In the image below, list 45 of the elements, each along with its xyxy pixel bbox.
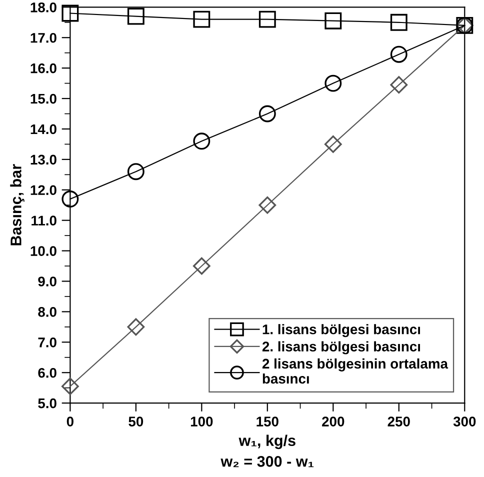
y-tick-label: 13.0 — [30, 154, 56, 165]
x-tick-label: 150 — [256, 416, 278, 426]
point — [192, 257, 210, 275]
point — [62, 4, 79, 22]
point — [193, 132, 210, 150]
x-tick-label: 0 — [66, 416, 74, 426]
y-tick-label: 10.0 — [30, 246, 56, 256]
x-tick-label: 250 — [388, 416, 410, 426]
point — [62, 190, 79, 208]
x-tick-label: 100 — [190, 416, 213, 426]
point — [390, 76, 408, 94]
point — [193, 10, 210, 28]
legend-label: 1. lisans bölgesi basıncı — [262, 324, 420, 338]
y-tick-label: 7.0 — [38, 337, 56, 348]
y-tick-label: 8.0 — [38, 307, 56, 317]
y-tick-label: 15.0 — [30, 94, 56, 104]
y-tick-label: 6.0 — [38, 368, 56, 378]
y-tick-label: 18.0 — [30, 2, 56, 12]
point — [127, 318, 145, 336]
x-axis-title: w₁, kg/s — [238, 434, 296, 450]
y-tick-label: 14.0 — [30, 124, 56, 134]
legend-label: 2 lisans bölgesinin ortalama basıncı — [262, 358, 448, 384]
y-axis-title: Basınç, bar — [10, 164, 24, 246]
point — [258, 10, 276, 28]
point — [390, 14, 408, 31]
point — [390, 46, 408, 63]
y-tick-label: 16.0 — [30, 63, 56, 74]
point — [127, 163, 144, 180]
y-tick-label: 17.0 — [30, 32, 56, 43]
legend-label: 2. lisans bölgesi basıncı — [262, 341, 420, 354]
point — [61, 378, 79, 396]
y-tick-label: 9.0 — [38, 276, 56, 286]
text: w₂ = 300 - w₁ — [220, 456, 314, 468]
point — [127, 8, 144, 25]
y-tick-label: 5.0 — [38, 398, 56, 408]
point — [324, 12, 342, 30]
x-tick-label: 300 — [453, 416, 476, 426]
point — [258, 105, 276, 122]
x-tick-label: 50 — [128, 416, 144, 426]
y-tick-label: 12.0 — [30, 185, 56, 196]
point — [324, 136, 342, 153]
y-tick-label: 11.0 — [32, 216, 56, 226]
x-tick-label: 200 — [322, 416, 344, 426]
point — [324, 74, 342, 92]
point — [258, 196, 276, 214]
